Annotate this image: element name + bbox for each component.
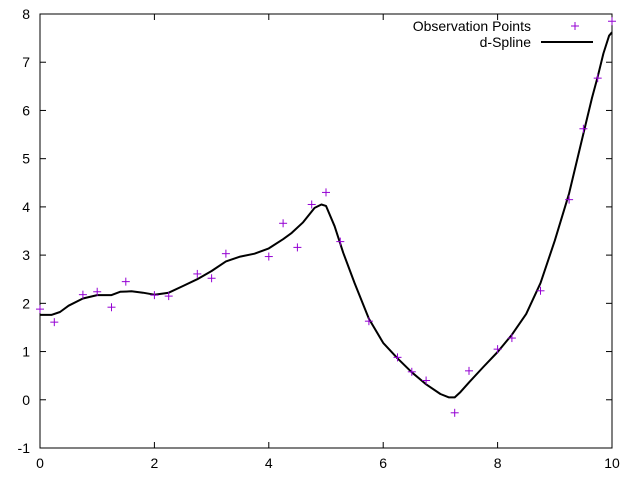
observation-point bbox=[565, 195, 574, 204]
plot-area bbox=[36, 17, 616, 417]
series-d-spline-line bbox=[40, 31, 613, 399]
observation-point bbox=[50, 318, 59, 327]
observation-point bbox=[207, 274, 216, 283]
observation-point bbox=[536, 286, 545, 295]
observation-point bbox=[293, 243, 302, 252]
observation-point bbox=[221, 249, 230, 258]
observation-point bbox=[322, 188, 330, 197]
y-tick-label: 1 bbox=[22, 344, 30, 360]
y-tick-label: 5 bbox=[22, 151, 30, 167]
observation-point bbox=[507, 334, 516, 343]
x-tick-label: 6 bbox=[379, 455, 387, 471]
legend-label-observation-points: Observation Points bbox=[413, 18, 531, 34]
observation-point bbox=[407, 367, 416, 376]
axes: 0 2 4 6 8 10 -1 0 1 2 3 4 5 6 7 8 bbox=[18, 6, 620, 471]
observation-point bbox=[264, 252, 273, 261]
observation-point bbox=[393, 353, 402, 362]
observation-point bbox=[150, 291, 159, 300]
observation-point bbox=[450, 408, 459, 417]
observation-point bbox=[93, 287, 102, 296]
observation-point bbox=[164, 292, 173, 301]
observation-point bbox=[493, 345, 502, 354]
observation-point bbox=[593, 74, 602, 83]
observation-point bbox=[78, 290, 87, 299]
legend-marker-observation-points bbox=[571, 22, 579, 30]
observation-point bbox=[193, 269, 202, 278]
x-tick-label: 10 bbox=[604, 455, 620, 471]
y-tick-label: -1 bbox=[18, 440, 31, 456]
y-tick-label: 4 bbox=[22, 199, 30, 215]
y-tick-label: 6 bbox=[22, 102, 30, 118]
observation-point bbox=[465, 366, 473, 375]
y-tick-label: 8 bbox=[22, 6, 30, 22]
observation-point bbox=[36, 305, 44, 314]
y-tick-label: 2 bbox=[22, 295, 30, 311]
x-tick-label: 8 bbox=[494, 455, 502, 471]
observation-point bbox=[579, 124, 588, 133]
x-tick-label: 4 bbox=[265, 455, 273, 471]
x-tick-label: 0 bbox=[36, 455, 44, 471]
plot-frame bbox=[39, 13, 613, 449]
observation-point bbox=[608, 17, 616, 26]
observation-point bbox=[364, 317, 373, 326]
y-tick-label: 3 bbox=[22, 247, 30, 263]
observation-point bbox=[121, 277, 130, 286]
legend-label-d-spline: d-Spline bbox=[480, 34, 532, 50]
x-tick-label: 2 bbox=[151, 455, 159, 471]
observation-point bbox=[307, 200, 316, 209]
observation-point bbox=[107, 303, 116, 312]
observation-point bbox=[336, 237, 345, 246]
observation-point bbox=[279, 219, 288, 228]
y-tick-label: 7 bbox=[22, 54, 30, 70]
observation-point bbox=[422, 376, 431, 385]
y-tick-label: 0 bbox=[22, 392, 30, 408]
